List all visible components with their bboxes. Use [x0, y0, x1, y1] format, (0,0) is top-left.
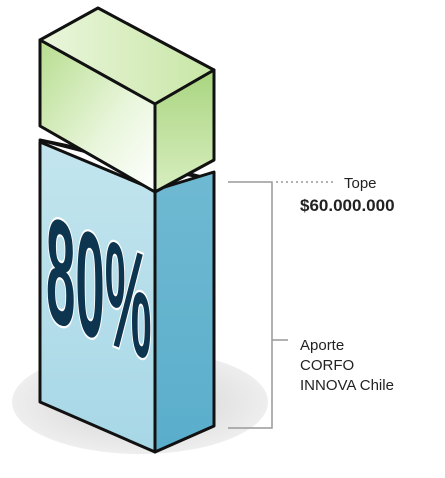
- cap-label: Tope: [344, 175, 377, 192]
- main-block-side-face: [153, 170, 216, 454]
- top-block: [38, 6, 216, 194]
- top-block-front-face: [38, 38, 157, 194]
- main-block: 80%: [38, 138, 216, 454]
- bracket: [228, 181, 335, 429]
- contribution-line-3: INNOVA Chile: [300, 377, 394, 394]
- contribution-line-2: CORFO: [300, 357, 355, 374]
- bracket-line: [228, 181, 273, 429]
- main-block-front-face: [38, 140, 157, 454]
- contribution-line-1: Aporte: [300, 337, 345, 354]
- cap-amount: $60.000.000: [300, 196, 395, 215]
